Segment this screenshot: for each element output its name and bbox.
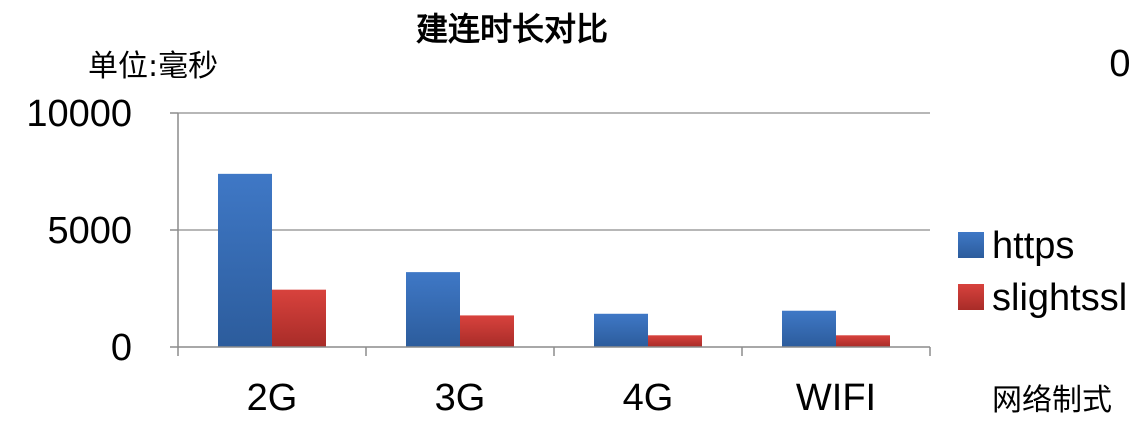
bar-slightssl-2G — [272, 289, 326, 347]
y-unit-label: 单位:毫秒 — [88, 49, 218, 84]
axes — [170, 112, 931, 356]
corner-note: 0 — [1109, 43, 1130, 85]
bar-slightssl-WIFI — [836, 335, 890, 347]
x-tick-labels: 2G 3G 4G WIFI — [247, 377, 876, 419]
gridlines — [178, 112, 930, 231]
bar-https-4G — [594, 313, 648, 347]
x-tick-label-2G: 2G — [247, 377, 298, 419]
bars — [218, 173, 890, 347]
bar-https-3G — [406, 272, 460, 347]
bar-https-WIFI — [782, 310, 836, 347]
y-tick-labels: 0 5000 10000 — [26, 93, 132, 369]
bar-slightssl-3G — [460, 315, 514, 347]
bar-slightssl-4G — [648, 335, 702, 347]
legend-swatch-slightssl — [958, 284, 984, 310]
x-tick-label-4G: 4G — [623, 377, 674, 419]
legend-swatch-https — [958, 232, 984, 258]
legend-label-https: https — [992, 225, 1074, 267]
y-tick-label-0: 0 — [111, 327, 132, 369]
y-tick-label-1: 5000 — [47, 210, 132, 252]
legend: https slightssl — [958, 225, 1127, 319]
x-tick-label-WIFI: WIFI — [796, 377, 876, 419]
y-tick-label-2: 10000 — [26, 93, 132, 135]
legend-label-slightssl: slightssl — [992, 277, 1127, 319]
x-axis-label: 网络制式 — [992, 383, 1112, 418]
chart-title: 建连时长对比 — [416, 10, 608, 48]
bar-https-2G — [218, 173, 272, 347]
x-tick-label-3G: 3G — [435, 377, 486, 419]
